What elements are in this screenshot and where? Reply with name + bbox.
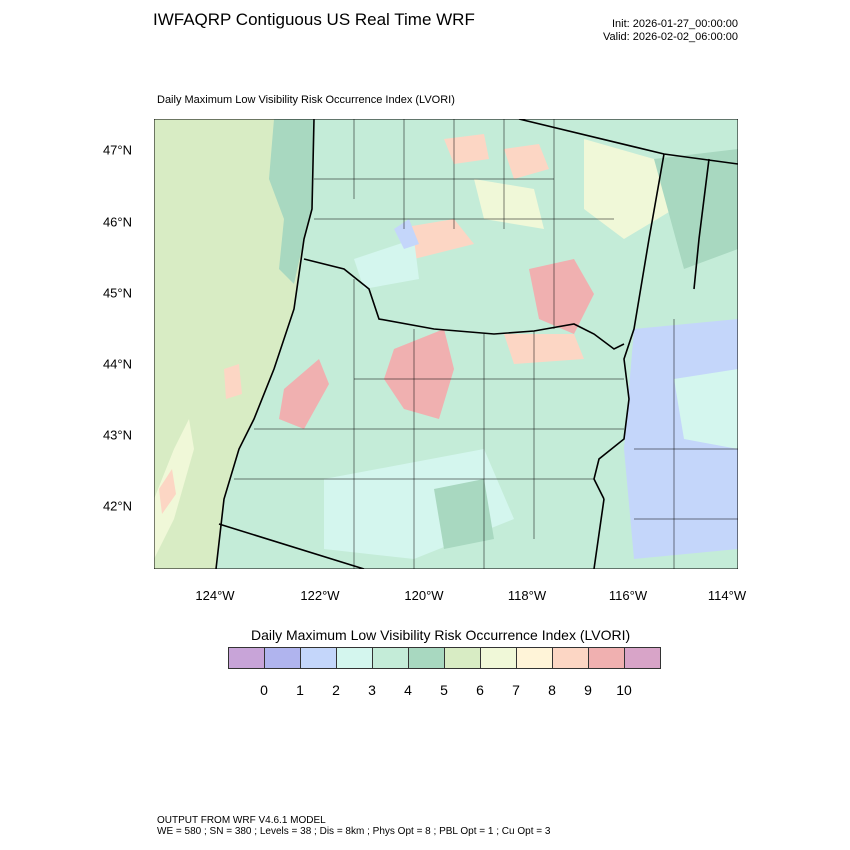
plot-subtitle: Daily Maximum Low Visibility Risk Occurr…: [157, 94, 455, 106]
lat-label: 42°N: [102, 498, 132, 514]
colorbar-label: 1: [296, 682, 304, 698]
colorbar: [228, 647, 661, 669]
map: [154, 119, 738, 569]
footer: OUTPUT FROM WRF V4.6.1 MODEL WE = 580 ; …: [157, 815, 550, 837]
lat-label: 43°N: [102, 427, 132, 443]
colorbar-swatch: [445, 648, 481, 668]
colorbar-label: 4: [404, 682, 412, 698]
lat-label: 46°N: [102, 214, 132, 230]
colorbar-swatch: [229, 648, 265, 668]
colorbar-label: 2: [332, 682, 340, 698]
colorbar-swatch: [553, 648, 589, 668]
lon-label: 122°W: [300, 588, 340, 603]
county-boundaries: [234, 119, 738, 569]
colorbar-swatch: [517, 648, 553, 668]
high-index-areas: [279, 134, 738, 559]
ocean: [154, 119, 314, 569]
lat-label: 47°N: [102, 142, 132, 158]
colorbar-label: 7: [512, 682, 520, 698]
colorbar-label: 9: [584, 682, 592, 698]
lon-label: 114°W: [707, 588, 747, 603]
colorbar-swatch: [265, 648, 301, 668]
colorbar-swatch: [337, 648, 373, 668]
footer-model: OUTPUT FROM WRF V4.6.1 MODEL: [157, 815, 326, 826]
state-boundaries: [215, 119, 738, 569]
colorbar-label: 0: [260, 682, 268, 698]
valid-time: Valid: 2026-02-02_06:00:00: [603, 31, 738, 43]
colorbar-label: 10: [616, 682, 632, 698]
lat-label: 44°N: [102, 356, 132, 372]
colorbar-swatch: [481, 648, 517, 668]
colorbar-label: 6: [476, 682, 484, 698]
colorbar-label: 3: [368, 682, 376, 698]
colorbar-swatch: [625, 648, 660, 668]
init-valid-times: Init: 2026-01-27_00:00:00 Valid: 2026-02…: [603, 18, 738, 44]
lat-label: 45°N: [102, 285, 132, 301]
lon-label: 124°W: [195, 588, 235, 603]
colorbar-swatch: [589, 648, 625, 668]
footer-config: WE = 580 ; SN = 380 ; Levels = 38 ; Dis …: [157, 826, 551, 837]
colorbar-swatch: [373, 648, 409, 668]
lon-label: 118°W: [507, 588, 547, 603]
colorbar-label: 5: [440, 682, 448, 698]
init-time: Init: 2026-01-27_00:00:00: [612, 18, 738, 30]
lon-label: 116°W: [608, 588, 648, 603]
colorbar-swatch: [409, 648, 445, 668]
title: IWFAQRP Contiguous US Real Time WRF: [153, 10, 475, 29]
colorbar-swatch: [301, 648, 337, 668]
lon-label: 120°W: [404, 588, 444, 603]
colorbar-label: 8: [548, 682, 556, 698]
colorbar-title: Daily Maximum Low Visibility Risk Occurr…: [251, 627, 631, 643]
